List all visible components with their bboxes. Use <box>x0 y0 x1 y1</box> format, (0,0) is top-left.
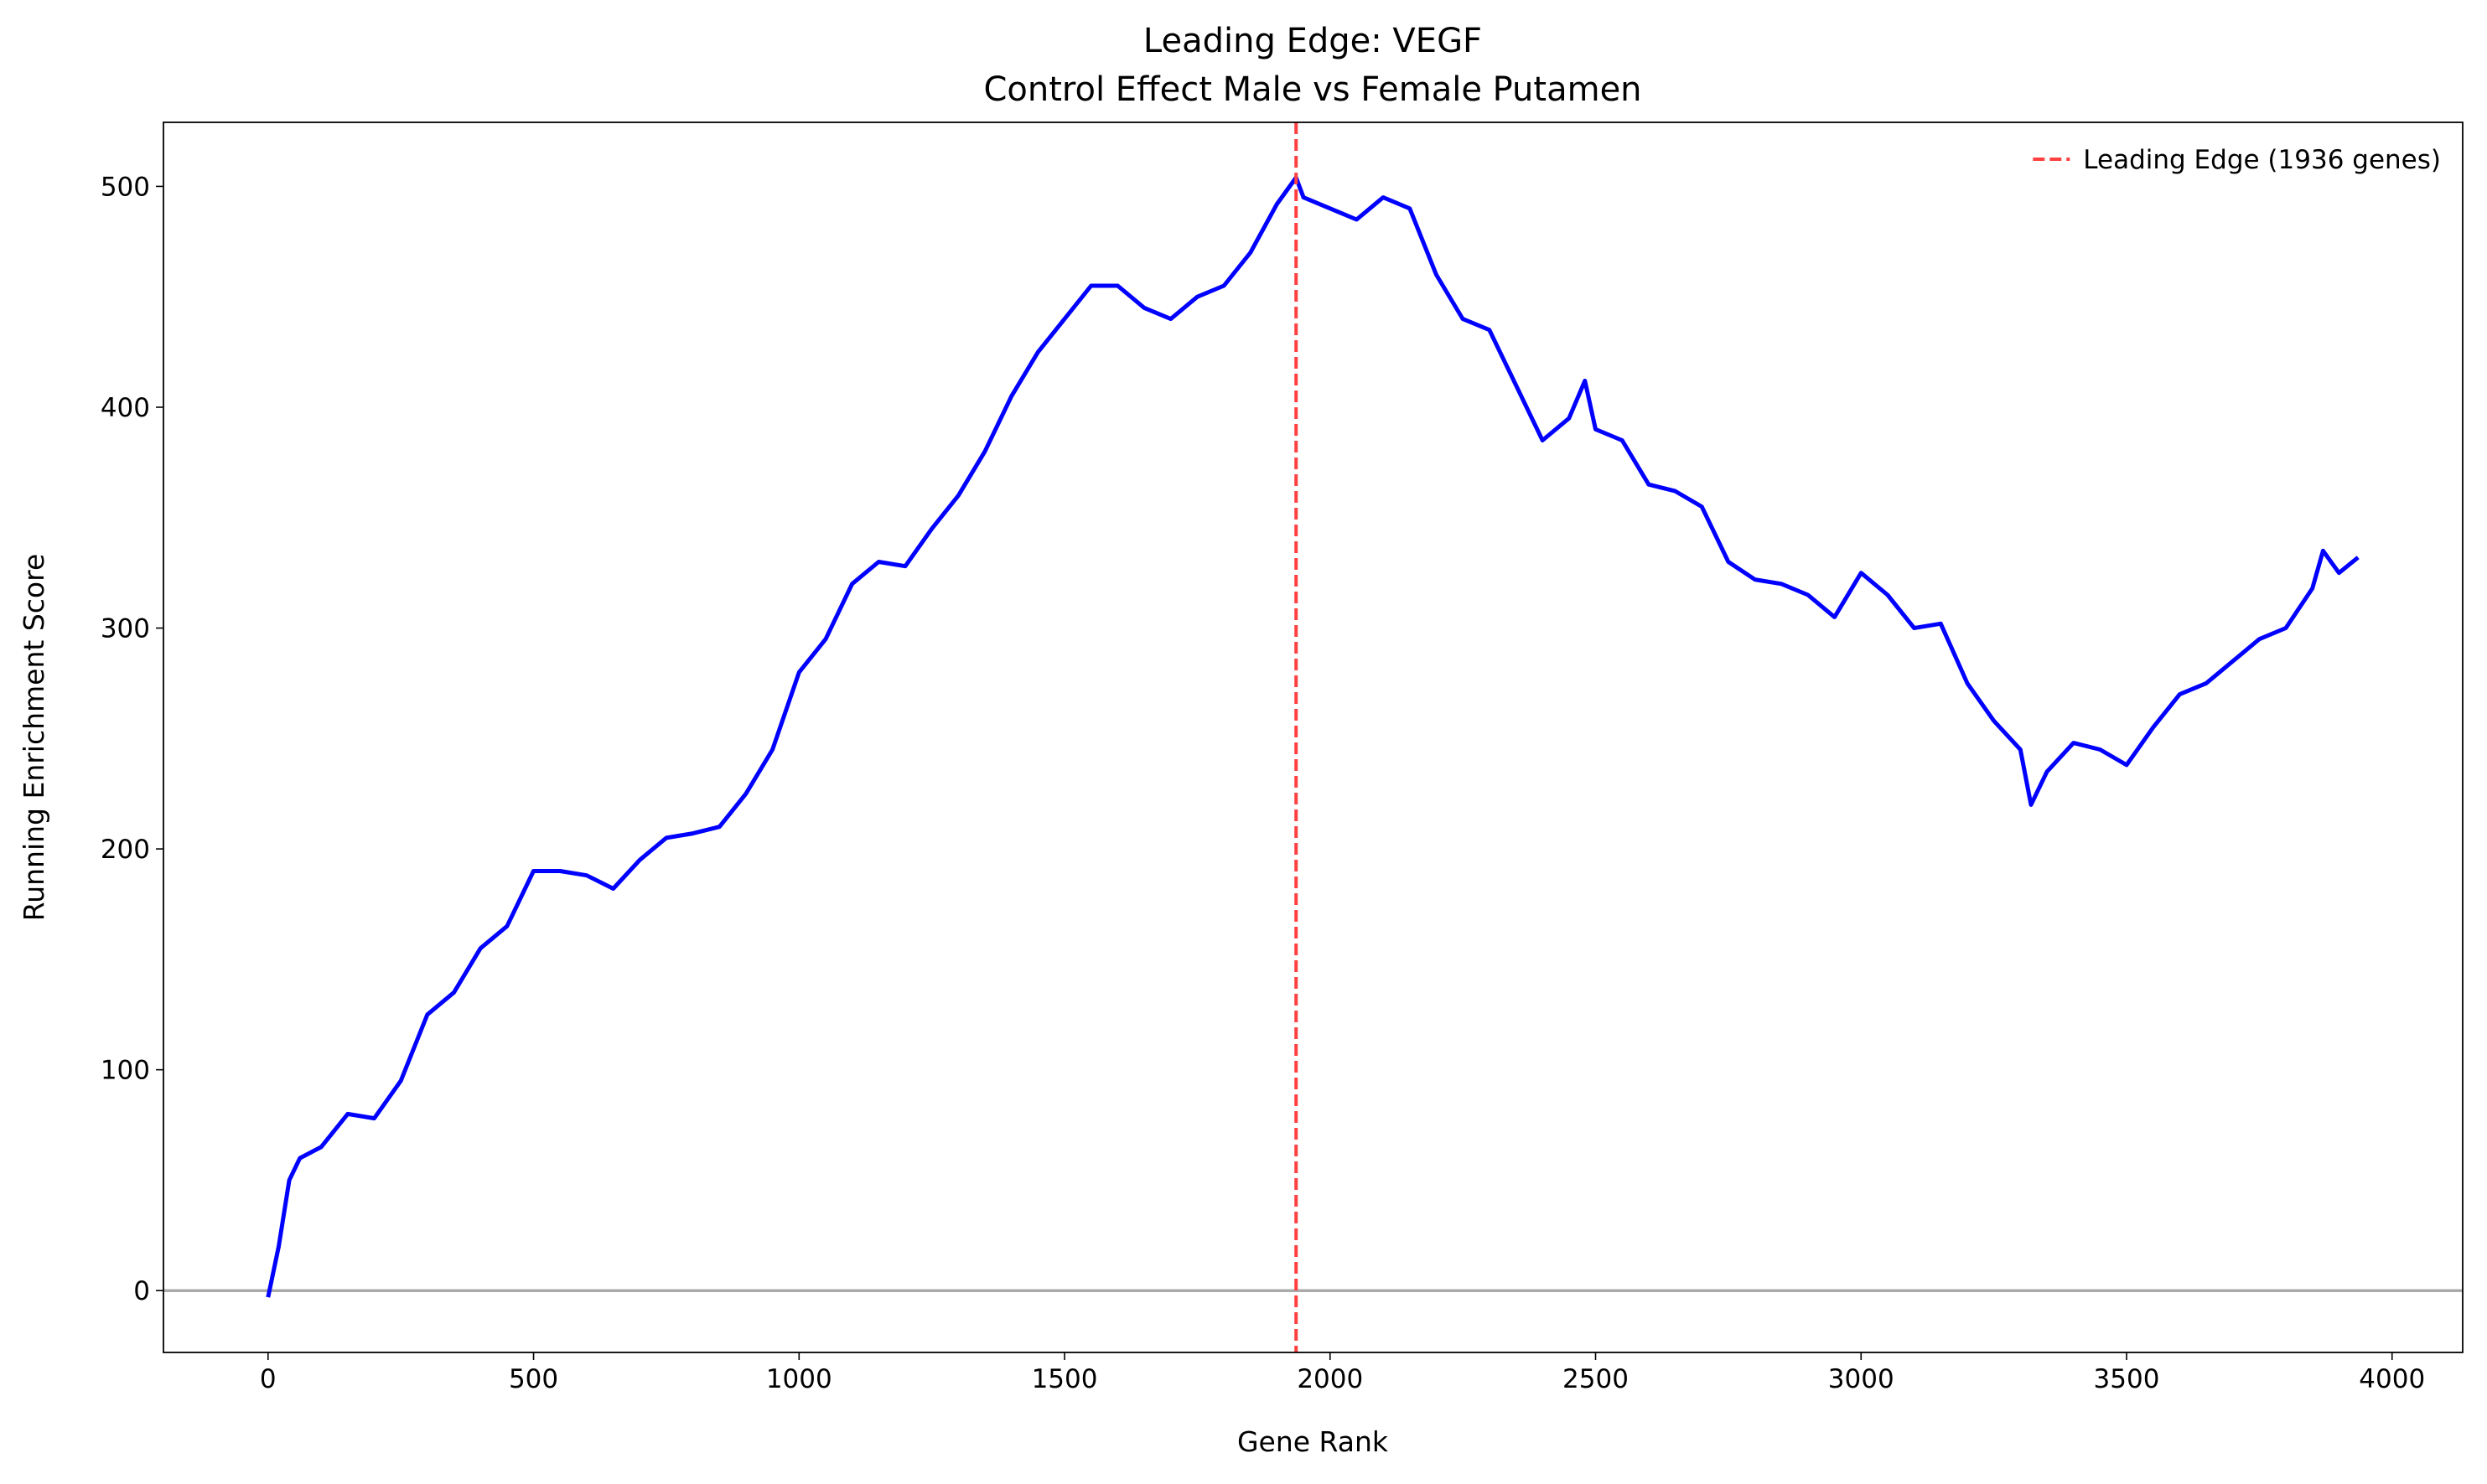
y-tick-label: 500 <box>101 172 150 202</box>
x-tick-label: 2500 <box>1562 1364 1629 1394</box>
y-tick-label: 200 <box>101 835 150 865</box>
x-axis-label: Gene Rank <box>1237 1425 1389 1458</box>
x-tick-label: 3500 <box>2094 1364 2160 1394</box>
legend-label: Leading Edge (1936 genes) <box>2083 145 2441 175</box>
x-tick-label: 500 <box>509 1364 558 1394</box>
x-tick-label: 0 <box>260 1364 277 1394</box>
y-tick-label: 300 <box>101 614 150 644</box>
plot-frame <box>163 122 2464 1353</box>
series-line <box>266 175 2360 1298</box>
x-tick-label: 3000 <box>1828 1364 1894 1394</box>
y-axis-label: Running Enrichment Score <box>18 554 50 922</box>
chart-subtitle: Control Effect Male vs Female Putamen <box>983 70 1641 109</box>
x-tick-label: 1500 <box>1032 1364 1098 1394</box>
chart-title: Leading Edge: VEGF <box>1143 22 1482 60</box>
x-tick-label: 1000 <box>766 1364 832 1394</box>
y-tick-label: 100 <box>101 1056 150 1086</box>
x-tick-label: 4000 <box>2359 1364 2425 1394</box>
y-tick-label: 0 <box>133 1276 150 1306</box>
y-tick-label: 400 <box>101 393 150 423</box>
x-tick-label: 2000 <box>1297 1364 1363 1394</box>
